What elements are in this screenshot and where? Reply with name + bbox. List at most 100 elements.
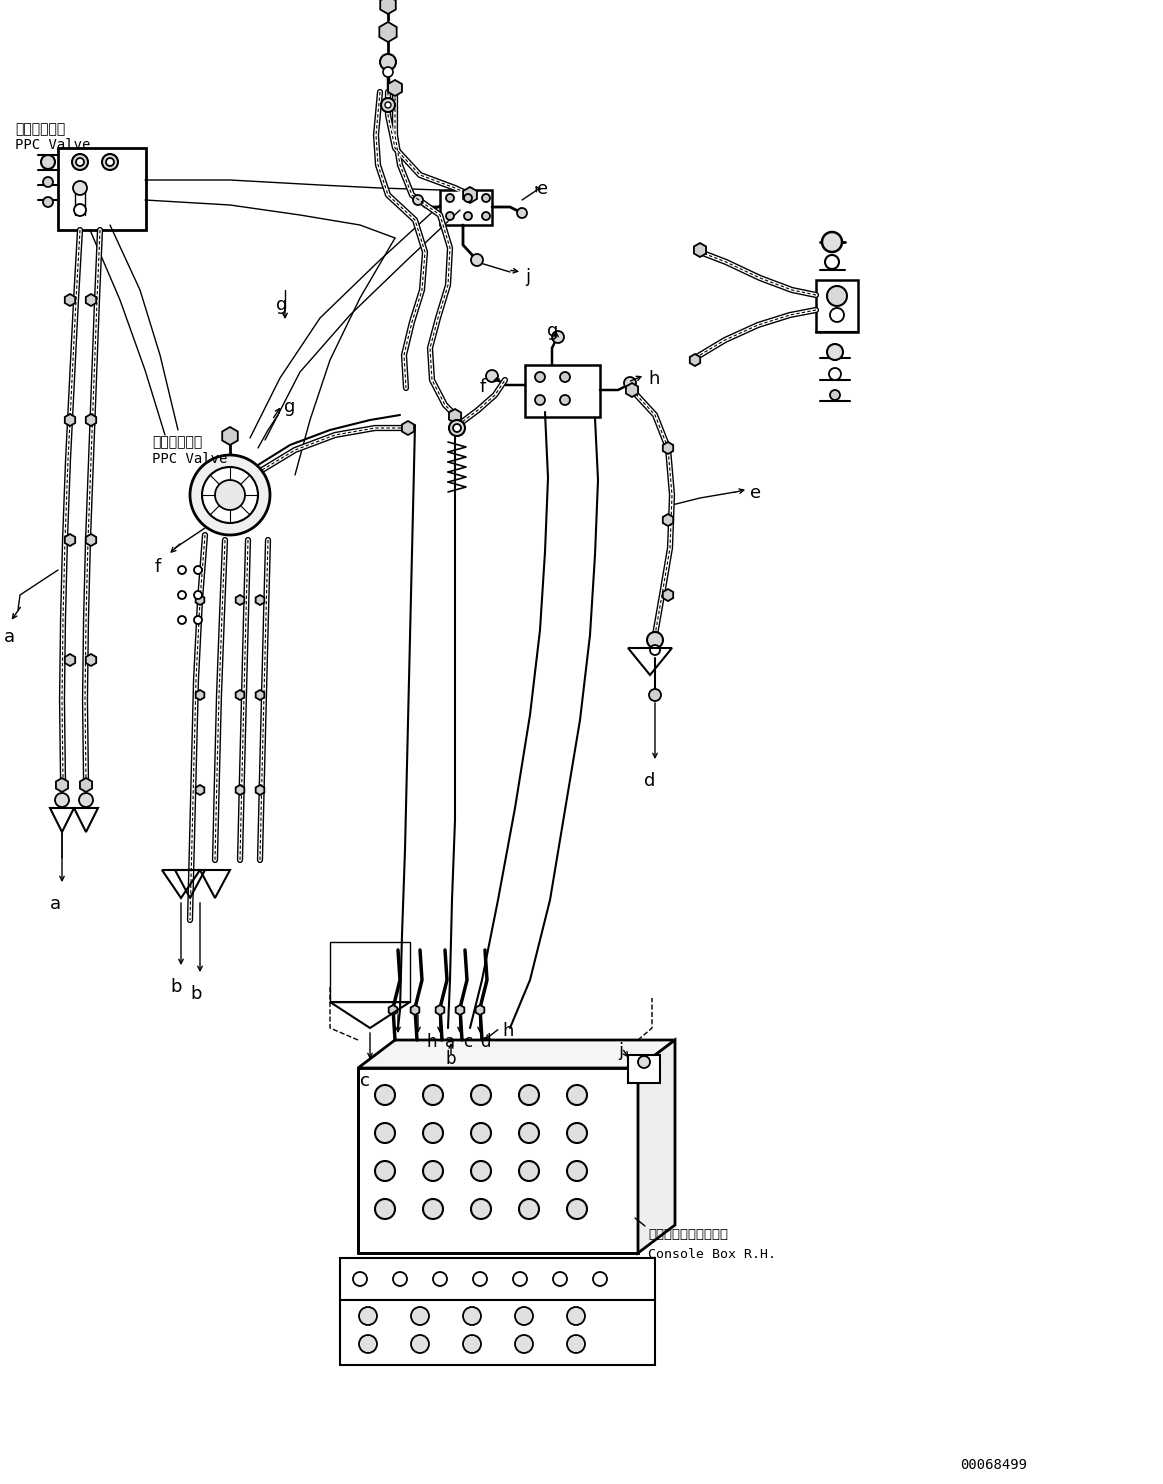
Circle shape: [74, 203, 86, 217]
Text: ＰＰＣバルブ: ＰＰＣバルブ: [15, 122, 65, 137]
Circle shape: [194, 591, 202, 600]
Polygon shape: [195, 690, 205, 700]
Circle shape: [568, 1123, 587, 1143]
Circle shape: [827, 286, 847, 306]
Circle shape: [829, 368, 841, 380]
Circle shape: [423, 1123, 443, 1143]
Polygon shape: [379, 22, 397, 42]
Polygon shape: [663, 513, 673, 525]
Circle shape: [445, 194, 454, 202]
Polygon shape: [411, 1005, 420, 1015]
Text: j: j: [618, 1042, 623, 1060]
Circle shape: [102, 154, 117, 171]
Circle shape: [79, 792, 93, 807]
Text: h: h: [648, 370, 659, 387]
Bar: [330, 942, 411, 1002]
Circle shape: [411, 1307, 429, 1325]
Circle shape: [359, 1336, 377, 1353]
Circle shape: [463, 1307, 481, 1325]
Circle shape: [519, 1160, 538, 1181]
Polygon shape: [256, 690, 264, 700]
Circle shape: [374, 1160, 395, 1181]
Circle shape: [825, 255, 839, 269]
Polygon shape: [626, 383, 638, 398]
Text: 00068499: 00068499: [959, 1457, 1027, 1472]
Circle shape: [552, 1272, 568, 1287]
Circle shape: [625, 377, 636, 389]
Text: j: j: [525, 269, 530, 286]
Circle shape: [194, 616, 202, 623]
Text: g: g: [276, 295, 287, 315]
Polygon shape: [236, 785, 244, 795]
Circle shape: [481, 212, 490, 220]
Circle shape: [178, 565, 186, 574]
Bar: [525, 365, 600, 417]
Circle shape: [830, 309, 844, 322]
Polygon shape: [449, 410, 461, 423]
Text: f: f: [480, 378, 486, 396]
Polygon shape: [236, 595, 244, 605]
Circle shape: [830, 390, 840, 401]
Polygon shape: [690, 355, 700, 367]
Bar: [358, 1068, 638, 1252]
Circle shape: [374, 1085, 395, 1106]
Polygon shape: [456, 1005, 464, 1015]
Circle shape: [381, 98, 395, 111]
Polygon shape: [436, 1005, 444, 1015]
Polygon shape: [463, 187, 477, 203]
Polygon shape: [86, 294, 97, 306]
Circle shape: [359, 1307, 377, 1325]
Circle shape: [471, 1085, 491, 1106]
Polygon shape: [86, 654, 97, 666]
Circle shape: [106, 157, 114, 166]
Bar: [628, 1055, 659, 1083]
Text: b: b: [170, 978, 181, 996]
Circle shape: [374, 1199, 395, 1218]
Circle shape: [471, 254, 483, 266]
Circle shape: [178, 616, 186, 623]
Circle shape: [423, 1160, 443, 1181]
Text: コンソールボックス右: コンソールボックス右: [648, 1227, 728, 1241]
Bar: [340, 1300, 655, 1365]
Text: a: a: [445, 1033, 455, 1051]
Circle shape: [471, 1160, 491, 1181]
Circle shape: [647, 632, 663, 649]
Polygon shape: [80, 778, 92, 792]
Polygon shape: [56, 778, 69, 792]
Circle shape: [568, 1307, 585, 1325]
Circle shape: [449, 420, 465, 436]
Polygon shape: [86, 534, 97, 546]
Circle shape: [194, 565, 202, 574]
Text: a: a: [3, 628, 15, 646]
Circle shape: [519, 1085, 538, 1106]
Polygon shape: [236, 690, 244, 700]
Polygon shape: [65, 534, 76, 546]
Circle shape: [55, 792, 69, 807]
Circle shape: [515, 1307, 533, 1325]
Circle shape: [354, 1272, 368, 1287]
Text: c: c: [361, 1071, 370, 1091]
Circle shape: [411, 1336, 429, 1353]
Circle shape: [473, 1272, 487, 1287]
Circle shape: [43, 197, 53, 206]
Circle shape: [190, 456, 270, 536]
Bar: [440, 190, 492, 226]
Circle shape: [423, 1199, 443, 1218]
Circle shape: [568, 1160, 587, 1181]
Text: Console Box R.H.: Console Box R.H.: [648, 1248, 776, 1261]
Text: PPC Valve: PPC Valve: [152, 453, 228, 466]
Polygon shape: [663, 442, 673, 454]
Circle shape: [374, 1123, 395, 1143]
Text: d: d: [480, 1033, 491, 1051]
Circle shape: [535, 395, 545, 405]
Circle shape: [43, 177, 53, 187]
Polygon shape: [380, 0, 395, 13]
Bar: [340, 1258, 655, 1300]
Circle shape: [423, 1085, 443, 1106]
Polygon shape: [476, 1005, 484, 1015]
Circle shape: [515, 1336, 533, 1353]
Text: h: h: [427, 1033, 437, 1051]
Circle shape: [486, 370, 498, 381]
Polygon shape: [65, 654, 76, 666]
Circle shape: [433, 1272, 447, 1287]
